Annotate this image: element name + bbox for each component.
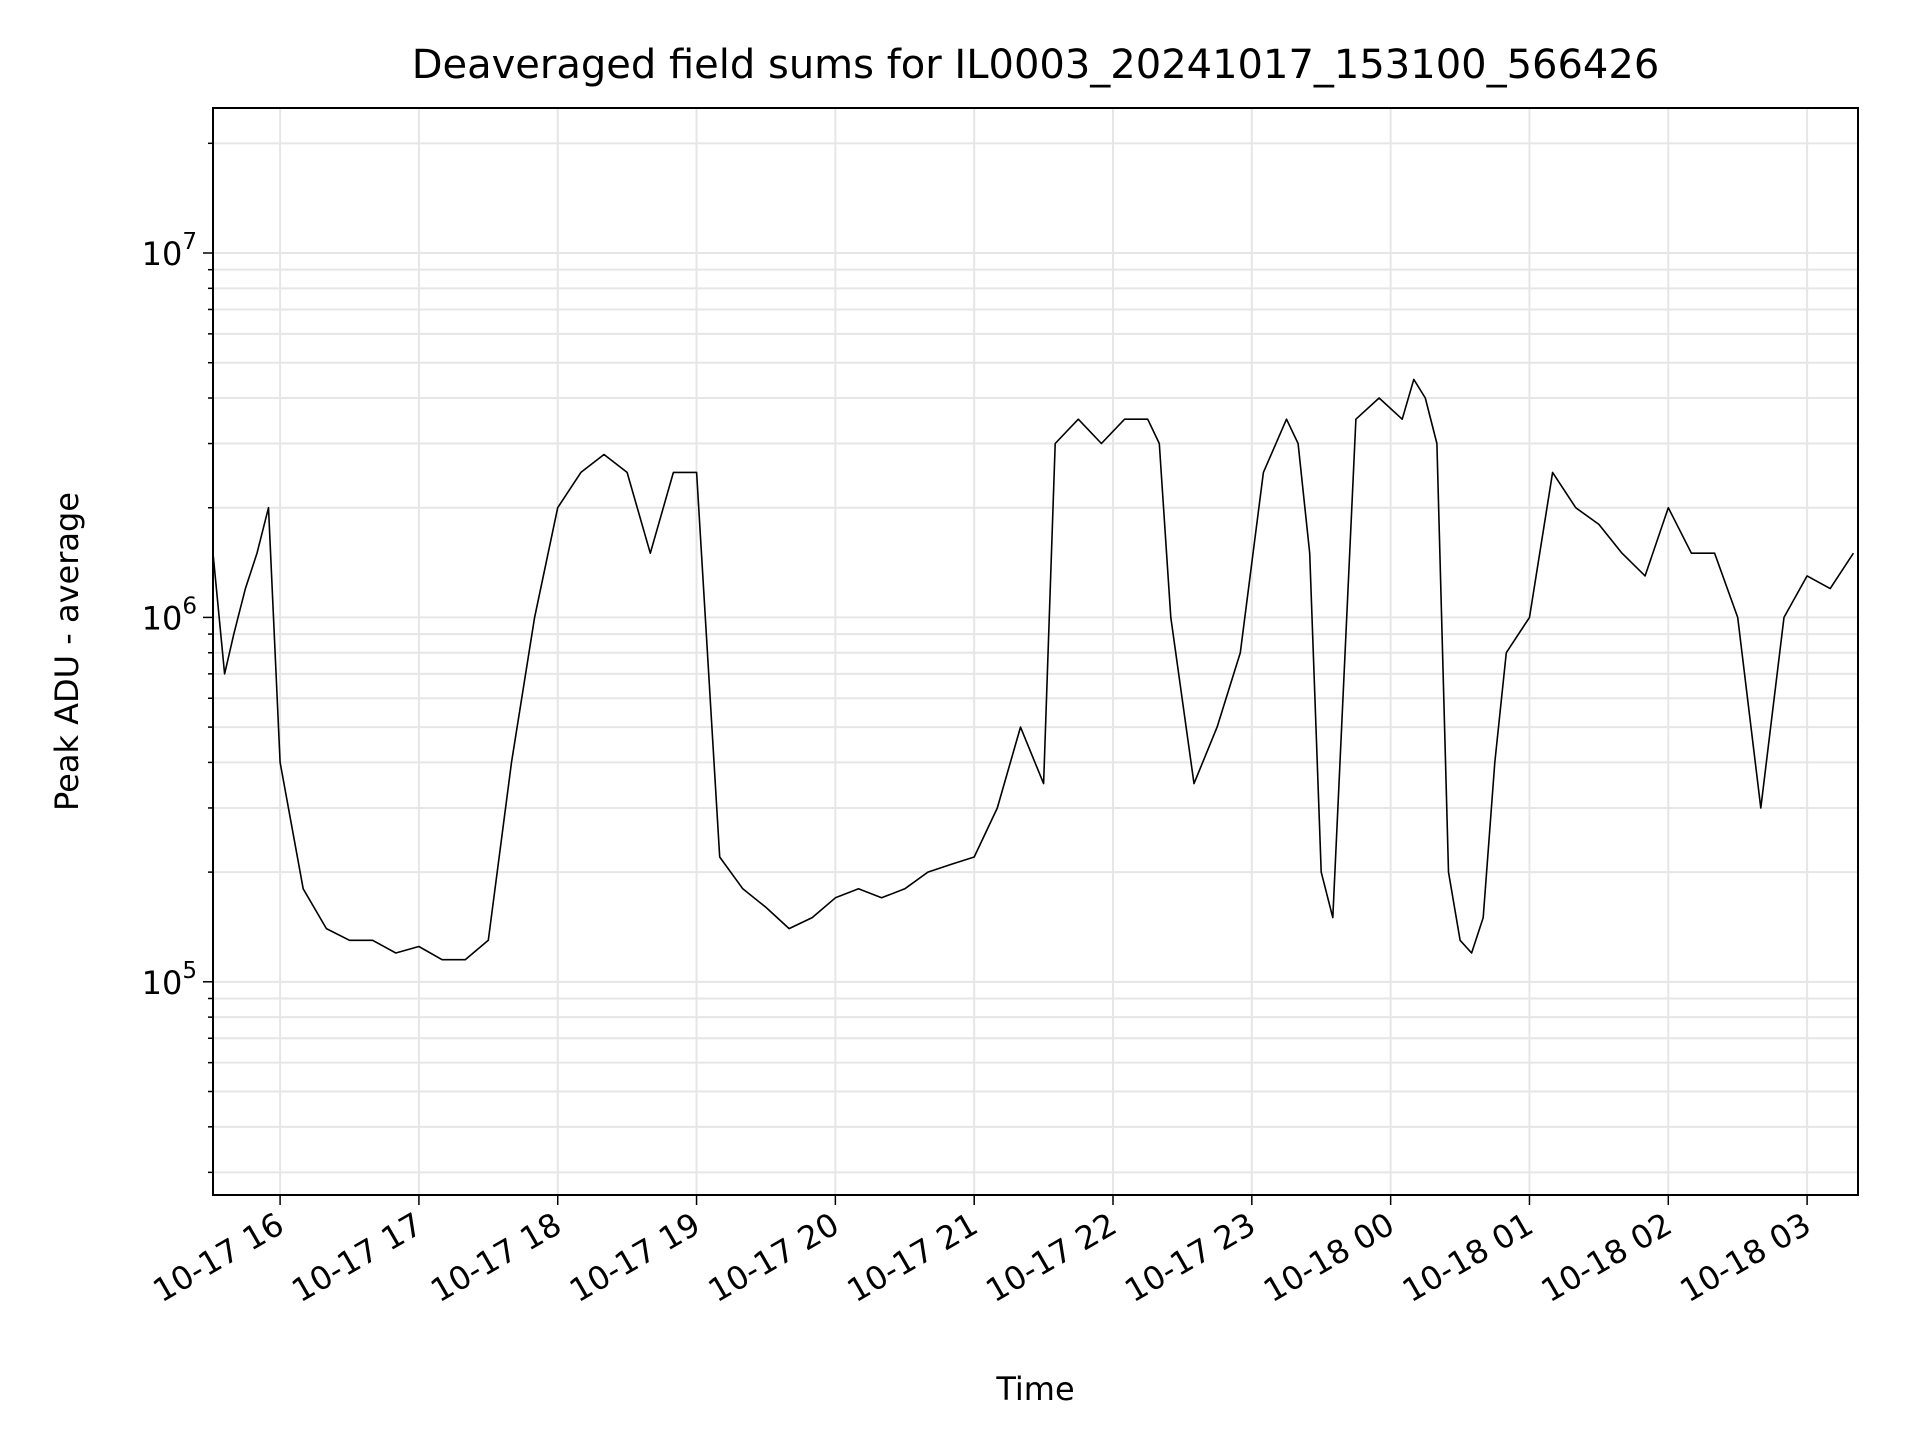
x-tick-label: 10-17 19: [563, 1205, 707, 1310]
x-tick-label: 10-18 00: [1257, 1205, 1401, 1310]
x-tick-label: 10-17 20: [702, 1205, 846, 1310]
x-tick-label: 10-17 21: [841, 1205, 985, 1310]
x-tick-label: 10-17 18: [424, 1205, 568, 1310]
y-tick-base: 10: [142, 599, 183, 637]
series-layer: [212, 378, 1855, 961]
y-tick-base: 10: [142, 964, 183, 1002]
x-tick-label: 10-17 23: [1118, 1205, 1262, 1310]
y-tick-base: 10: [142, 235, 183, 273]
x-axis-label: Time: [995, 1370, 1074, 1408]
x-tick-label: 10-18 01: [1396, 1205, 1540, 1310]
x-tick-label: 10-17 16: [146, 1205, 290, 1310]
x-tick-label: 10-17 17: [285, 1205, 429, 1310]
grid: [213, 108, 1858, 1195]
y-tick-label: 105: [142, 958, 197, 1002]
y-axis-label: Peak ADU - average: [48, 492, 86, 811]
series-line-0: [212, 378, 1855, 961]
y-tick-label: 107: [142, 229, 197, 273]
x-tick-label: 10-17 22: [979, 1205, 1123, 1310]
y-tick-label: 106: [142, 593, 197, 637]
y-tick-exponent: 7: [182, 229, 197, 255]
x-tick-label: 10-18 03: [1674, 1205, 1818, 1310]
chart-title: Deaveraged field sums for IL0003_2024101…: [412, 42, 1660, 88]
y-tick-exponent: 6: [182, 593, 197, 619]
x-tick-label: 10-18 02: [1535, 1205, 1679, 1310]
plot-frame: [212, 107, 1859, 1196]
y-tick-exponent: 5: [182, 958, 197, 984]
